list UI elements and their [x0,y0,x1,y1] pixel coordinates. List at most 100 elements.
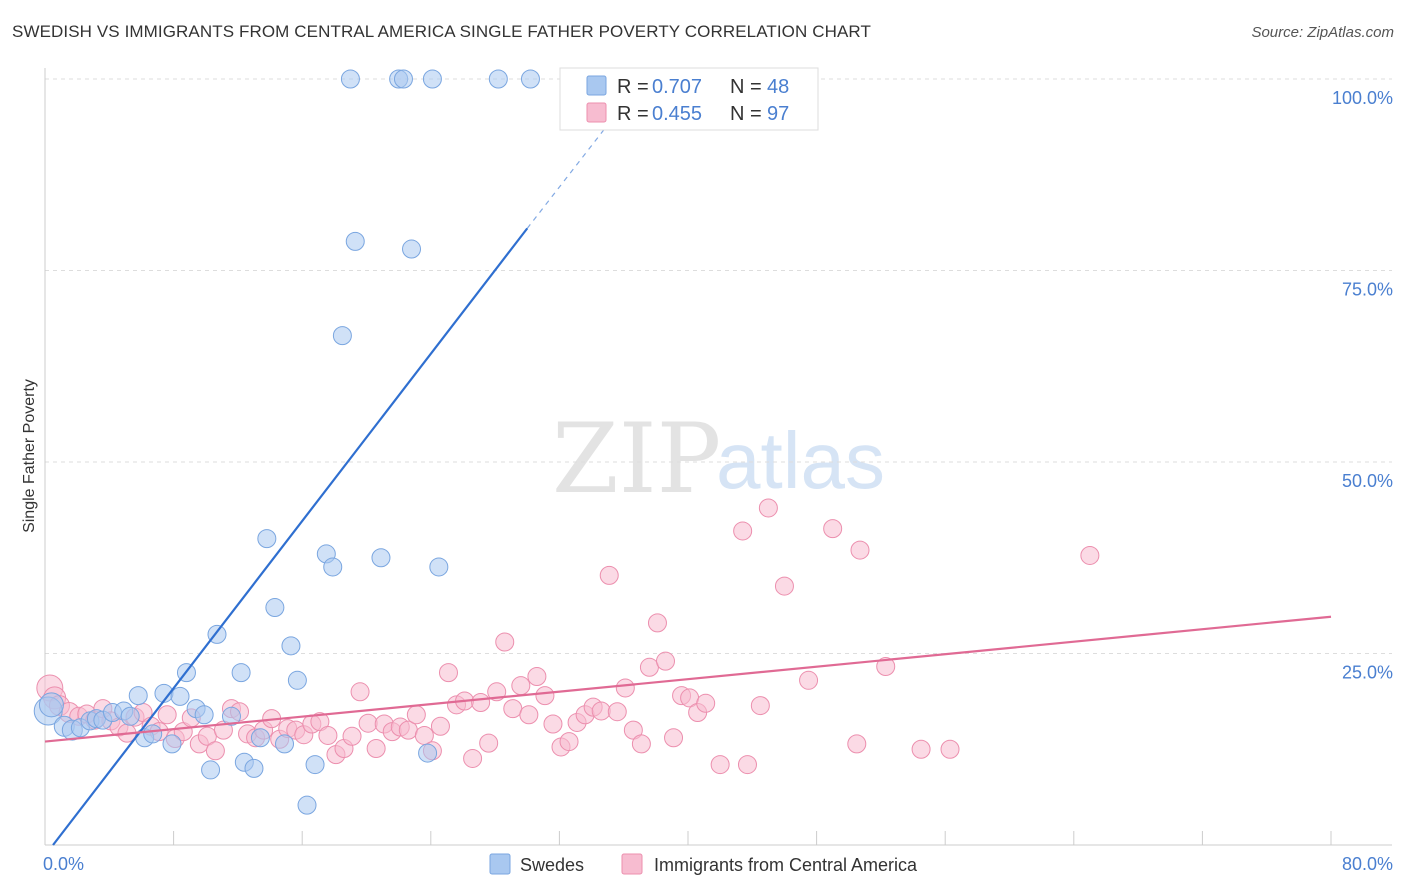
immigrants-point [607,702,627,722]
swedes-point [38,692,64,718]
trend-line-immigrants [44,615,1332,743]
swedes-point [275,734,295,754]
swedes-point [429,557,449,577]
swedes-point [143,724,163,744]
immigrants-point [750,696,770,716]
stats-r-label-immigrants: R = [617,103,649,125]
stats-r-value-immigrants: 0.455 [652,103,702,125]
swedes-point [250,728,270,748]
swedes-point [422,69,442,89]
swedes-point [170,686,190,706]
immigrants-point [876,657,896,677]
swedes-point [281,636,301,656]
swedes-point [297,795,317,815]
immigrants-point [430,716,450,736]
gridlines [45,78,1392,654]
y-axis-title: Single Father Poverty [21,379,38,533]
swedes-point [371,548,391,568]
immigrants-point [799,670,819,690]
legend-label-immigrants: Immigrants from Central America [654,855,918,875]
immigrants-point [527,666,547,686]
immigrants-point [615,678,635,698]
immigrants-point [366,738,386,758]
immigrants-point [774,576,794,596]
y-tick-label: 75.0% [1342,280,1393,300]
swedes-point [128,686,148,706]
x-tick-label: 80.0% [1342,854,1393,874]
y-tick-label: 100.0% [1332,88,1393,108]
immigrants-point [342,726,362,746]
series-swedes-points [33,69,540,815]
immigrants-point [733,521,753,541]
immigrants-point [599,565,619,585]
immigrants-point [479,733,499,753]
immigrants-point [1080,545,1100,565]
swedes-point [201,760,221,780]
swedes-point [323,557,343,577]
immigrants-point [758,498,778,518]
stats-n-value-immigrants: 97 [767,103,789,125]
immigrants-point [535,686,555,706]
legend-label-swedes: Swedes [520,855,584,875]
stats-n-label-immigrants: N = [730,103,762,125]
immigrants-point [710,755,730,775]
immigrants-point [350,682,370,702]
immigrants-point [318,725,338,745]
watermark-zip: ZIP [552,403,721,515]
immigrants-point [438,663,458,683]
chart-title: SWEDISH VS IMMIGRANTS FROM CENTRAL AMERI… [12,22,871,41]
stats-legend: R = 0.707 N = 48 R = 0.455 N = 97 [559,67,819,131]
stats-legend-swatch-immigrants [586,102,607,123]
swedes-point [332,326,352,346]
swedes-point [265,598,285,618]
legend-swatch-immigrants [621,853,643,875]
x-tick-label: 0.0% [43,854,84,874]
swedes-point [345,231,365,251]
immigrants-point [511,676,531,696]
x-tick-labels: 0.0% 80.0% [43,854,1393,874]
swedes-point [402,239,422,259]
swedes-point [393,69,413,89]
immigrants-point [696,693,716,713]
swedes-point [418,743,438,763]
stats-r-label-swedes: R = [617,76,649,98]
watermark-atlas: atlas [716,416,885,505]
immigrants-point [664,728,684,748]
swedes-point [162,734,182,754]
y-tick-label: 25.0% [1342,663,1393,683]
immigrants-point [519,705,539,725]
immigrants-point [631,734,651,754]
immigrants-point [850,540,870,560]
swedes-point [305,755,325,775]
swedes-point [194,705,214,725]
immigrants-point [503,699,523,719]
immigrants-point [205,741,225,761]
swedes-point [287,670,307,690]
trend-line-swedes [52,227,529,846]
stats-r-value-swedes: 0.707 [652,76,702,98]
trend-line-swedes-extension [526,124,609,229]
series-legend: Swedes Immigrants from Central America [489,853,918,875]
y-tick-label: 50.0% [1342,471,1393,491]
immigrants-point [157,705,177,725]
swedes-point [488,69,508,89]
immigrants-point [406,705,426,725]
stats-legend-swatch-swedes [586,75,607,96]
swedes-point [244,758,264,778]
immigrants-point [823,519,843,539]
trend-lines [44,124,1332,846]
swedes-point [231,663,251,683]
y-tick-labels: 25.0% 50.0% 75.0% 100.0% [1332,88,1393,683]
immigrants-point [911,739,931,759]
source-label: Source: ZipAtlas.com [1251,24,1394,41]
stats-n-label-swedes: N = [730,76,762,98]
swedes-point [520,69,540,89]
immigrants-point [940,739,960,759]
swedes-point [340,69,360,89]
immigrants-point [559,732,579,752]
immigrants-point [471,693,491,713]
immigrants-point [655,651,675,671]
immigrants-point [463,748,483,768]
immigrants-point [591,701,611,721]
